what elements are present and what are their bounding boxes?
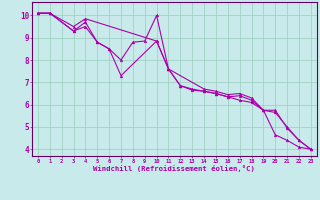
- X-axis label: Windchill (Refroidissement éolien,°C): Windchill (Refroidissement éolien,°C): [93, 165, 255, 172]
